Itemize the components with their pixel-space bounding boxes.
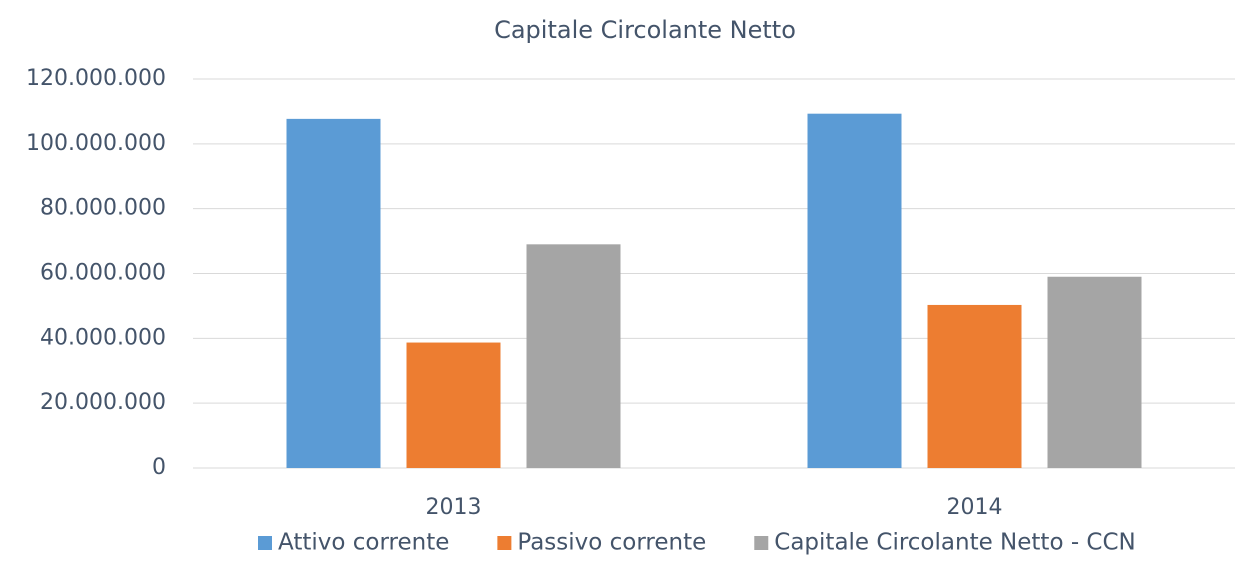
bar xyxy=(286,118,381,468)
legend-label: Attivo corrente xyxy=(278,530,449,556)
bar xyxy=(526,244,621,468)
y-tick-label: 0 xyxy=(152,455,166,480)
legend-swatch xyxy=(754,536,769,550)
bar xyxy=(807,113,902,468)
y-tick-label: 120.000.000 xyxy=(26,66,166,91)
legend-label: Capitale Circolante Netto - CCN xyxy=(774,530,1135,556)
y-tick-label: 100.000.000 xyxy=(26,131,166,156)
y-tick-label: 40.000.000 xyxy=(40,325,166,350)
legend-swatch xyxy=(258,536,272,550)
bar xyxy=(406,342,501,468)
y-tick-label: 80.000.000 xyxy=(40,196,166,221)
y-tick-label: 20.000.000 xyxy=(40,390,166,415)
x-tick-label: 2013 xyxy=(426,495,482,520)
bar xyxy=(927,304,1022,468)
chart-title: Capitale Circolante Netto xyxy=(494,16,796,44)
bar xyxy=(1047,276,1142,468)
legend-swatch xyxy=(497,536,512,550)
legend-label: Passivo corrente xyxy=(517,530,706,556)
y-tick-label: 60.000.000 xyxy=(40,261,166,286)
x-tick-label: 2014 xyxy=(947,495,1003,520)
